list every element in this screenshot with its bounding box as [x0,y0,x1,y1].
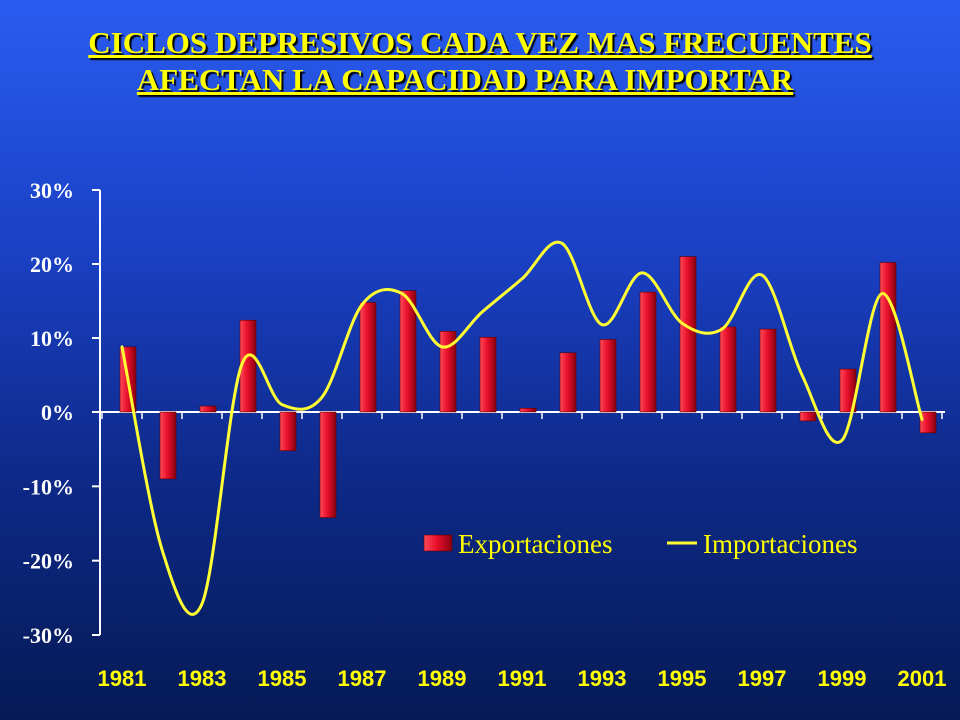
x-tick-label: 1983 [178,666,227,691]
x-tick-label: 1985 [258,666,307,691]
importaciones-line-layer [120,240,924,616]
bar-exportaciones-1994 [639,291,657,413]
y-tick-label: -30% [23,623,74,648]
x-tick-label: 1991 [498,666,547,691]
bar-exportaciones-1991 [519,407,537,413]
y-tick-label: 30% [30,178,74,203]
x-tick-label: 1981 [98,666,147,691]
bar-exportaciones-1993 [599,339,617,413]
y-tick-label: 0% [41,400,74,425]
bar-exportaciones-1990 [479,336,497,413]
axes: 30% 20% 10% 0% -10% -20% -30% 1981 1983 1985 1987 1… [23,178,947,691]
x-tick-label: 2001 [898,666,947,691]
y-tick-label: -10% [23,474,74,499]
x-tick-label: 1997 [738,666,787,691]
bar-exportaciones-1996 [719,326,737,413]
y-tick-label: -20% [23,549,74,574]
chart-title: CICLOS DEPRESIVOS CADA VEZ MAS FRECUENTE… [0,24,960,98]
x-tick-label: 1995 [658,666,707,691]
y-tick-label: 10% [30,326,74,351]
bar-exportaciones-1989 [439,331,457,413]
x-tick-label: 1999 [818,666,867,691]
legend-label-importaciones: Importaciones [703,529,857,559]
bar-exportaciones-1995 [679,256,697,413]
title-line-2: AFECTAN LA CAPACIDAD PARA IMPORTAR [136,62,794,97]
bar-exportaciones-1998 [799,411,817,422]
y-tick-label: 20% [30,252,74,277]
bars [119,256,937,518]
bar-exportaciones-2001 [919,411,937,434]
bar-exportaciones-1987 [359,302,377,413]
title-line-1: CICLOS DEPRESIVOS CADA VEZ MAS FRECUENTE… [88,25,872,60]
legend-swatch-exportaciones [423,534,453,552]
legend: Exportaciones Importaciones [423,529,857,559]
bar-exportaciones-1982 [159,411,177,480]
bar-exportaciones-1983 [199,405,217,413]
bar-exportaciones-2000 [879,262,897,413]
x-tick-label: 1993 [578,666,627,691]
bar-exportaciones-1992 [559,352,577,413]
bar-exportaciones-1986 [319,411,337,518]
x-tick-label: 1989 [418,666,467,691]
bar-exportaciones-1985 [279,411,297,451]
legend-label-exportaciones: Exportaciones [458,529,612,559]
bar-exportaciones-1988 [399,290,417,413]
bar-exportaciones-1997 [759,328,777,413]
x-tick-label: 1987 [338,666,387,691]
